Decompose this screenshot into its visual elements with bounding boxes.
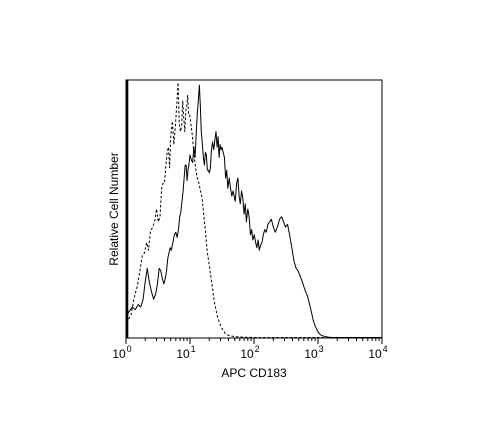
x-tick-label: 103 — [304, 344, 323, 361]
x-tick-label: 100 — [112, 344, 131, 361]
x-tick-label: 101 — [176, 344, 195, 361]
histogram-solid-series — [125, 84, 382, 338]
y-axis-label: Relative Cell Number — [107, 152, 121, 265]
x-tick-labels: 100 101 102 103 104 — [112, 344, 387, 361]
series-layer — [125, 82, 382, 338]
histogram-dashed-series — [125, 82, 382, 338]
x-tick-label: 102 — [240, 344, 259, 361]
plot-frame — [125, 79, 383, 339]
x-tick-label: 104 — [368, 344, 387, 361]
x-axis-label: APC CD183 — [221, 366, 287, 380]
